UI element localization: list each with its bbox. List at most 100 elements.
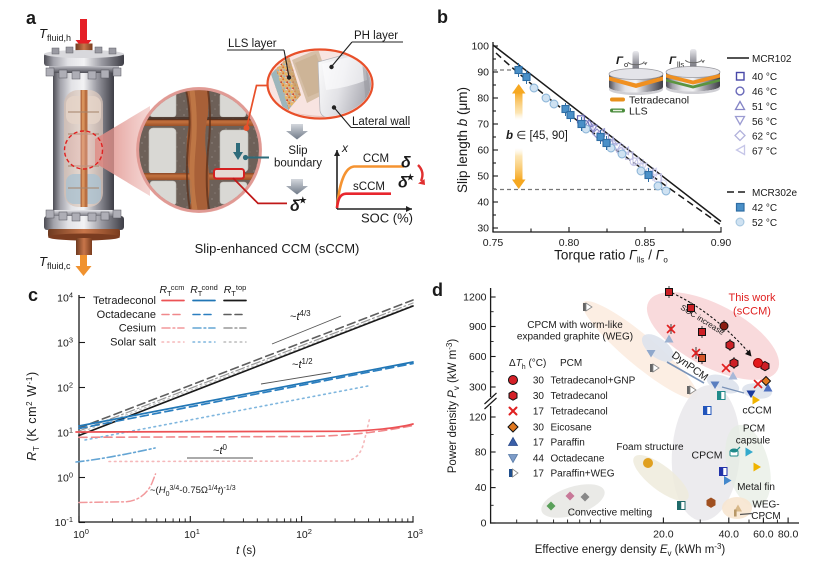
svg-text:Convective melting: Convective melting bbox=[568, 508, 652, 519]
svg-text:★: ★ bbox=[299, 195, 308, 205]
svg-text:Tetradeconol: Tetradeconol bbox=[93, 295, 156, 307]
svg-text:100: 100 bbox=[57, 471, 73, 485]
svg-text:Paraffin+WEG: Paraffin+WEG bbox=[551, 469, 615, 480]
svg-text:LLS layer: LLS layer bbox=[228, 38, 277, 50]
svg-text:30: 30 bbox=[533, 376, 545, 387]
svg-text:Slip length b (μm): Slip length b (μm) bbox=[455, 87, 470, 193]
svg-text:Effective energy density Ev (k: Effective energy density Ev (kWh m-3) bbox=[535, 542, 726, 558]
svg-text:Paraffin: Paraffin bbox=[551, 438, 585, 449]
svg-text:PCM: PCM bbox=[560, 358, 582, 369]
svg-text:δ: δ bbox=[401, 155, 411, 172]
svg-text:80: 80 bbox=[475, 447, 487, 459]
svg-text:40.0: 40.0 bbox=[719, 529, 740, 541]
svg-text:40 °C: 40 °C bbox=[752, 72, 777, 83]
svg-text:~(H03/4-0.75Ω1/4t)-1/3: ~(H03/4-0.75Ω1/4t)-1/3 bbox=[150, 485, 236, 498]
svg-text:50: 50 bbox=[477, 171, 489, 183]
svg-text:0.80: 0.80 bbox=[559, 237, 580, 249]
svg-text:56 °C: 56 °C bbox=[752, 117, 777, 128]
svg-text:40: 40 bbox=[475, 482, 487, 494]
svg-text:Lateral wall: Lateral wall bbox=[352, 116, 410, 128]
svg-text:capsule: capsule bbox=[736, 436, 771, 447]
svg-text:60: 60 bbox=[477, 145, 489, 157]
svg-text:40: 40 bbox=[477, 197, 489, 209]
svg-text:101: 101 bbox=[184, 527, 200, 541]
svg-text:★: ★ bbox=[407, 172, 416, 182]
svg-text:This work: This work bbox=[728, 292, 776, 304]
svg-text:62 °C: 62 °C bbox=[752, 132, 777, 143]
svg-text:102: 102 bbox=[296, 527, 312, 541]
svg-text:44: 44 bbox=[533, 454, 545, 465]
svg-text:Γ: Γ bbox=[616, 55, 624, 67]
svg-text:17: 17 bbox=[533, 438, 545, 449]
svg-text:CPCM with worm-like: CPCM with worm-like bbox=[527, 320, 623, 331]
svg-text:67 °C: 67 °C bbox=[752, 147, 777, 158]
svg-text:δ: δ bbox=[398, 175, 408, 192]
svg-text:70: 70 bbox=[477, 119, 489, 131]
svg-text:fluid,c: fluid,c bbox=[47, 261, 71, 271]
svg-text:RTtop: RTtop bbox=[224, 283, 247, 298]
svg-text:80.0: 80.0 bbox=[778, 529, 799, 541]
svg-text:b ∈ [45, 90]: b ∈ [45, 90] bbox=[506, 130, 568, 142]
svg-text:Metal fin: Metal fin bbox=[737, 482, 775, 493]
svg-text:Γ: Γ bbox=[669, 55, 677, 67]
svg-text:ΔTh (°C): ΔTh (°C) bbox=[509, 358, 546, 371]
svg-text:x: x bbox=[341, 141, 349, 155]
svg-text:cCCM: cCCM bbox=[742, 405, 771, 417]
svg-text:Power density Pv (kW m-3): Power density Pv (kW m-3) bbox=[445, 339, 461, 474]
svg-text:T: T bbox=[39, 254, 48, 269]
svg-text:30: 30 bbox=[477, 223, 489, 235]
svg-text:120: 120 bbox=[469, 412, 487, 424]
svg-text:30: 30 bbox=[533, 391, 545, 402]
svg-text:~t4/3: ~t4/3 bbox=[290, 309, 311, 323]
svg-text:Octadecane: Octadecane bbox=[97, 309, 156, 321]
svg-text:46 °C: 46 °C bbox=[752, 87, 777, 98]
svg-text:lls: lls bbox=[677, 60, 684, 69]
svg-text:d: d bbox=[432, 280, 443, 300]
svg-text:SOC (%): SOC (%) bbox=[361, 211, 413, 226]
svg-text:Foam structure: Foam structure bbox=[616, 442, 684, 453]
svg-text:42 °C: 42 °C bbox=[752, 203, 777, 214]
svg-text:103: 103 bbox=[57, 336, 73, 350]
svg-text:sCCM: sCCM bbox=[353, 181, 385, 193]
svg-text:300: 300 bbox=[469, 382, 487, 394]
svg-text:fluid,h: fluid,h bbox=[47, 33, 71, 43]
svg-text:Slip-enhanced CCM (sCCM): Slip-enhanced CCM (sCCM) bbox=[195, 241, 360, 256]
svg-text:900: 900 bbox=[469, 321, 487, 333]
svg-text:T: T bbox=[39, 26, 48, 41]
svg-text:MCR102: MCR102 bbox=[752, 54, 792, 65]
svg-text:0.75: 0.75 bbox=[483, 237, 504, 249]
svg-text:CPCM: CPCM bbox=[751, 511, 780, 522]
svg-text:Octadecane: Octadecane bbox=[551, 454, 605, 465]
svg-text:103: 103 bbox=[407, 527, 423, 541]
svg-text:~t1/2: ~t1/2 bbox=[292, 357, 313, 371]
svg-text:PCM: PCM bbox=[743, 424, 765, 435]
svg-text:0.90: 0.90 bbox=[711, 237, 732, 249]
svg-text:δ: δ bbox=[290, 198, 300, 215]
svg-text:LLS: LLS bbox=[629, 106, 648, 118]
svg-text:600: 600 bbox=[469, 351, 487, 363]
svg-text:RTcond: RTcond bbox=[190, 283, 218, 298]
svg-text:expanded graphite (WEG): expanded graphite (WEG) bbox=[517, 332, 633, 343]
svg-text:51 °C: 51 °C bbox=[752, 102, 777, 113]
svg-text:CCM: CCM bbox=[363, 153, 389, 165]
svg-text:c: c bbox=[28, 285, 38, 305]
svg-text:Tetradecanol: Tetradecanol bbox=[551, 407, 608, 418]
svg-text:104: 104 bbox=[57, 291, 73, 305]
svg-text:30: 30 bbox=[533, 423, 545, 434]
svg-text:52 °C: 52 °C bbox=[752, 218, 777, 229]
svg-text:b: b bbox=[437, 7, 448, 27]
svg-text:17: 17 bbox=[533, 469, 545, 480]
svg-text:80: 80 bbox=[477, 93, 489, 105]
svg-text:CPCM: CPCM bbox=[692, 450, 723, 462]
svg-text:17: 17 bbox=[533, 407, 545, 418]
svg-text:o: o bbox=[624, 60, 628, 69]
svg-text:Cesium: Cesium bbox=[119, 323, 156, 335]
svg-text:Tetradecanol+GNP: Tetradecanol+GNP bbox=[551, 376, 636, 387]
svg-text:(sCCM): (sCCM) bbox=[733, 306, 771, 318]
svg-text:100: 100 bbox=[471, 41, 489, 53]
svg-text:20.0: 20.0 bbox=[653, 529, 674, 541]
svg-text:boundary: boundary bbox=[274, 158, 322, 170]
svg-text:60.0: 60.0 bbox=[753, 529, 774, 541]
svg-text:a: a bbox=[26, 8, 37, 28]
svg-text:90: 90 bbox=[477, 67, 489, 79]
